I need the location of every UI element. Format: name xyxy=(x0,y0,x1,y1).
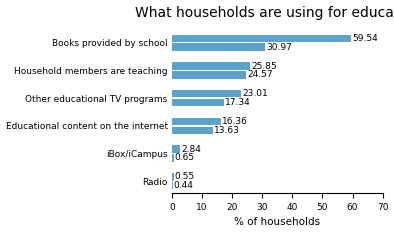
Text: 16.36: 16.36 xyxy=(222,117,248,126)
Text: 0.65: 0.65 xyxy=(174,154,194,162)
Text: 23.01: 23.01 xyxy=(242,89,268,98)
Bar xyxy=(172,90,241,97)
Bar xyxy=(172,154,174,162)
Text: 24.57: 24.57 xyxy=(247,70,273,79)
Bar xyxy=(172,44,265,51)
Bar xyxy=(172,182,173,189)
Title: What households are using for education: What households are using for education xyxy=(134,6,394,20)
Bar xyxy=(172,99,224,106)
Text: 0.44: 0.44 xyxy=(174,181,193,190)
Bar xyxy=(172,145,180,153)
X-axis label: % of households: % of households xyxy=(234,217,320,227)
Bar xyxy=(172,62,250,70)
Bar xyxy=(172,118,221,125)
Text: 17.34: 17.34 xyxy=(225,98,251,107)
Bar xyxy=(172,71,246,79)
Text: 13.63: 13.63 xyxy=(214,126,240,135)
Text: 25.85: 25.85 xyxy=(251,62,277,71)
Bar xyxy=(172,173,173,181)
Text: 2.84: 2.84 xyxy=(182,144,201,154)
Bar xyxy=(172,127,213,134)
Text: 0.55: 0.55 xyxy=(174,172,194,181)
Text: 30.97: 30.97 xyxy=(266,43,292,52)
Text: 59.54: 59.54 xyxy=(352,34,378,43)
Bar xyxy=(172,34,351,42)
